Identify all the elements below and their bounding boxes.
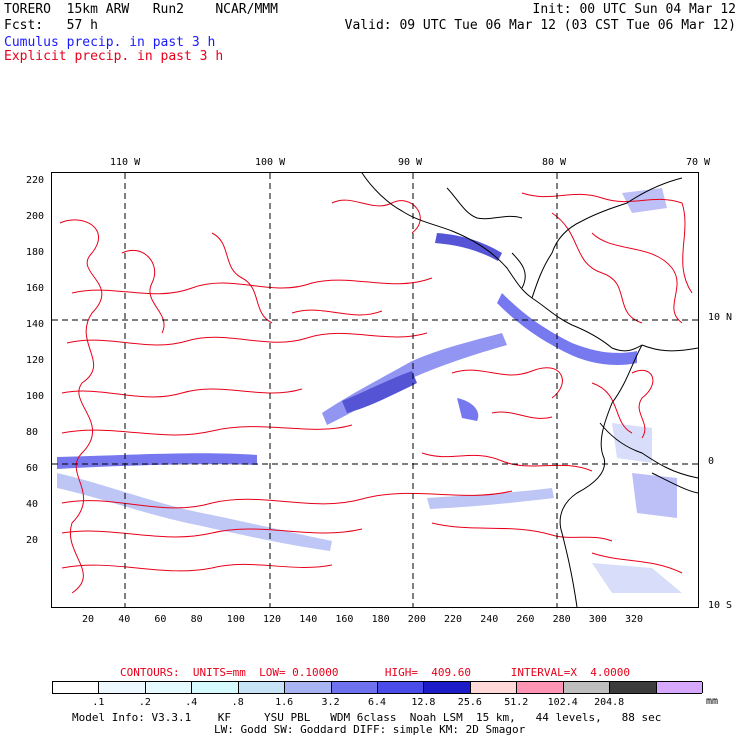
lat-lon-grid: [52, 173, 698, 607]
x-tick-label: 80: [190, 614, 203, 625]
x-tick-label: 280: [552, 614, 571, 625]
y-tick-label: 120: [26, 355, 45, 366]
explicit-precip-contours: [59, 192, 693, 594]
colorbar-swatch: [378, 682, 425, 693]
colorbar-swatch: [470, 682, 518, 693]
lon-label: 100 W: [255, 157, 286, 168]
y-tick-label: 60: [26, 463, 39, 474]
colorbar-label: 51.2: [504, 697, 529, 708]
cumulus-precip-label: Cumulus precip. in past 3 h: [4, 35, 216, 50]
colorbar-swatch: [99, 682, 146, 693]
lon-label: 80 W: [542, 157, 567, 168]
colorbar-label: 12.8: [411, 697, 436, 708]
x-tick-label: 100: [226, 614, 245, 625]
colorbar-swatch: [285, 682, 332, 693]
lon-label: 90 W: [398, 157, 423, 168]
lat-label: 0: [708, 456, 715, 467]
colorbar-swatch: [424, 682, 471, 693]
x-tick-label: 140: [299, 614, 318, 625]
colorbar-swatch: [53, 682, 100, 693]
colorbar-swatch: [192, 682, 239, 693]
precip-map: [51, 172, 699, 608]
lon-label: 110 W: [110, 157, 141, 168]
colorbar-label: 102.4: [547, 697, 578, 708]
y-tick-label: 200: [26, 211, 45, 222]
x-tick-label: 260: [516, 614, 535, 625]
colorbar-units: mm: [706, 696, 719, 707]
valid-time: Valid: 09 UTC Tue 06 Mar 12 (03 CST Tue …: [344, 18, 736, 33]
lat-label: 10 N: [708, 312, 733, 323]
colorbar-swatch: [656, 682, 703, 693]
colorbar-swatch: [563, 682, 611, 693]
colorbar-label: .1: [92, 697, 105, 708]
explicit-precip-label: Explicit precip. in past 3 h: [4, 49, 224, 64]
x-tick-label: 20: [82, 614, 95, 625]
x-tick-label: 320: [625, 614, 644, 625]
lon-label: 70 W: [686, 157, 711, 168]
colorbar-swatch: [238, 682, 286, 693]
colorbar-label: 25.6: [457, 697, 482, 708]
y-tick-label: 160: [26, 283, 45, 294]
init-time: Init: 00 UTC Sun 04 Mar 12: [532, 2, 737, 17]
colorbar-label: .2: [138, 697, 151, 708]
colorbar-label: .4: [185, 697, 198, 708]
y-tick-label: 140: [26, 319, 45, 330]
x-tick-label: 220: [444, 614, 463, 625]
model-title: TORERO 15km ARW Run2 NCAR/MMM: [4, 2, 278, 17]
x-tick-label: 120: [263, 614, 282, 625]
colorbar-swatch: [610, 682, 657, 693]
x-tick-label: 200: [407, 614, 426, 625]
coastlines: [361, 173, 698, 607]
contour-info: CONTOURS: UNITS=mm LOW= 0.10000 HIGH= 40…: [120, 666, 630, 679]
x-tick-label: 60: [154, 614, 167, 625]
y-tick-label: 180: [26, 247, 45, 258]
map-canvas: [52, 173, 698, 607]
x-tick-label: 40: [118, 614, 131, 625]
colorbar-swatch: [331, 682, 378, 693]
y-tick-label: 80: [26, 427, 39, 438]
y-tick-label: 20: [26, 535, 39, 546]
x-tick-label: 300: [588, 614, 607, 625]
colorbar-label: 204.8: [594, 697, 625, 708]
x-tick-label: 180: [371, 614, 390, 625]
x-tick-label: 240: [480, 614, 499, 625]
model-physics: LW: Godd SW: Goddard DIFF: simple KM: 2D…: [214, 723, 526, 736]
colorbar-label: 6.4: [367, 697, 387, 708]
colorbar-swatch: [517, 682, 564, 693]
colorbar: [52, 681, 703, 694]
lat-label: 10 S: [708, 600, 733, 611]
colorbar-label: 1.6: [275, 697, 294, 708]
colorbar-label: .8: [231, 697, 244, 708]
colorbar-swatch: [145, 682, 193, 693]
y-tick-label: 220: [26, 175, 45, 186]
cumulus-precip-areas: [57, 188, 682, 593]
model-info: Model Info: V3.3.1 KF YSU PBL WDM 6class…: [72, 711, 662, 724]
x-tick-label: 160: [335, 614, 354, 625]
y-tick-label: 100: [26, 391, 45, 402]
forecast-hour: Fcst: 57 h: [4, 18, 98, 33]
y-tick-label: 40: [26, 499, 39, 510]
colorbar-label: 3.2: [321, 697, 340, 708]
